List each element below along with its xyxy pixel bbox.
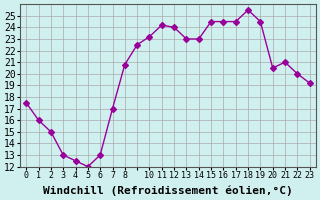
X-axis label: Windchill (Refroidissement éolien,°C): Windchill (Refroidissement éolien,°C): [43, 185, 293, 196]
